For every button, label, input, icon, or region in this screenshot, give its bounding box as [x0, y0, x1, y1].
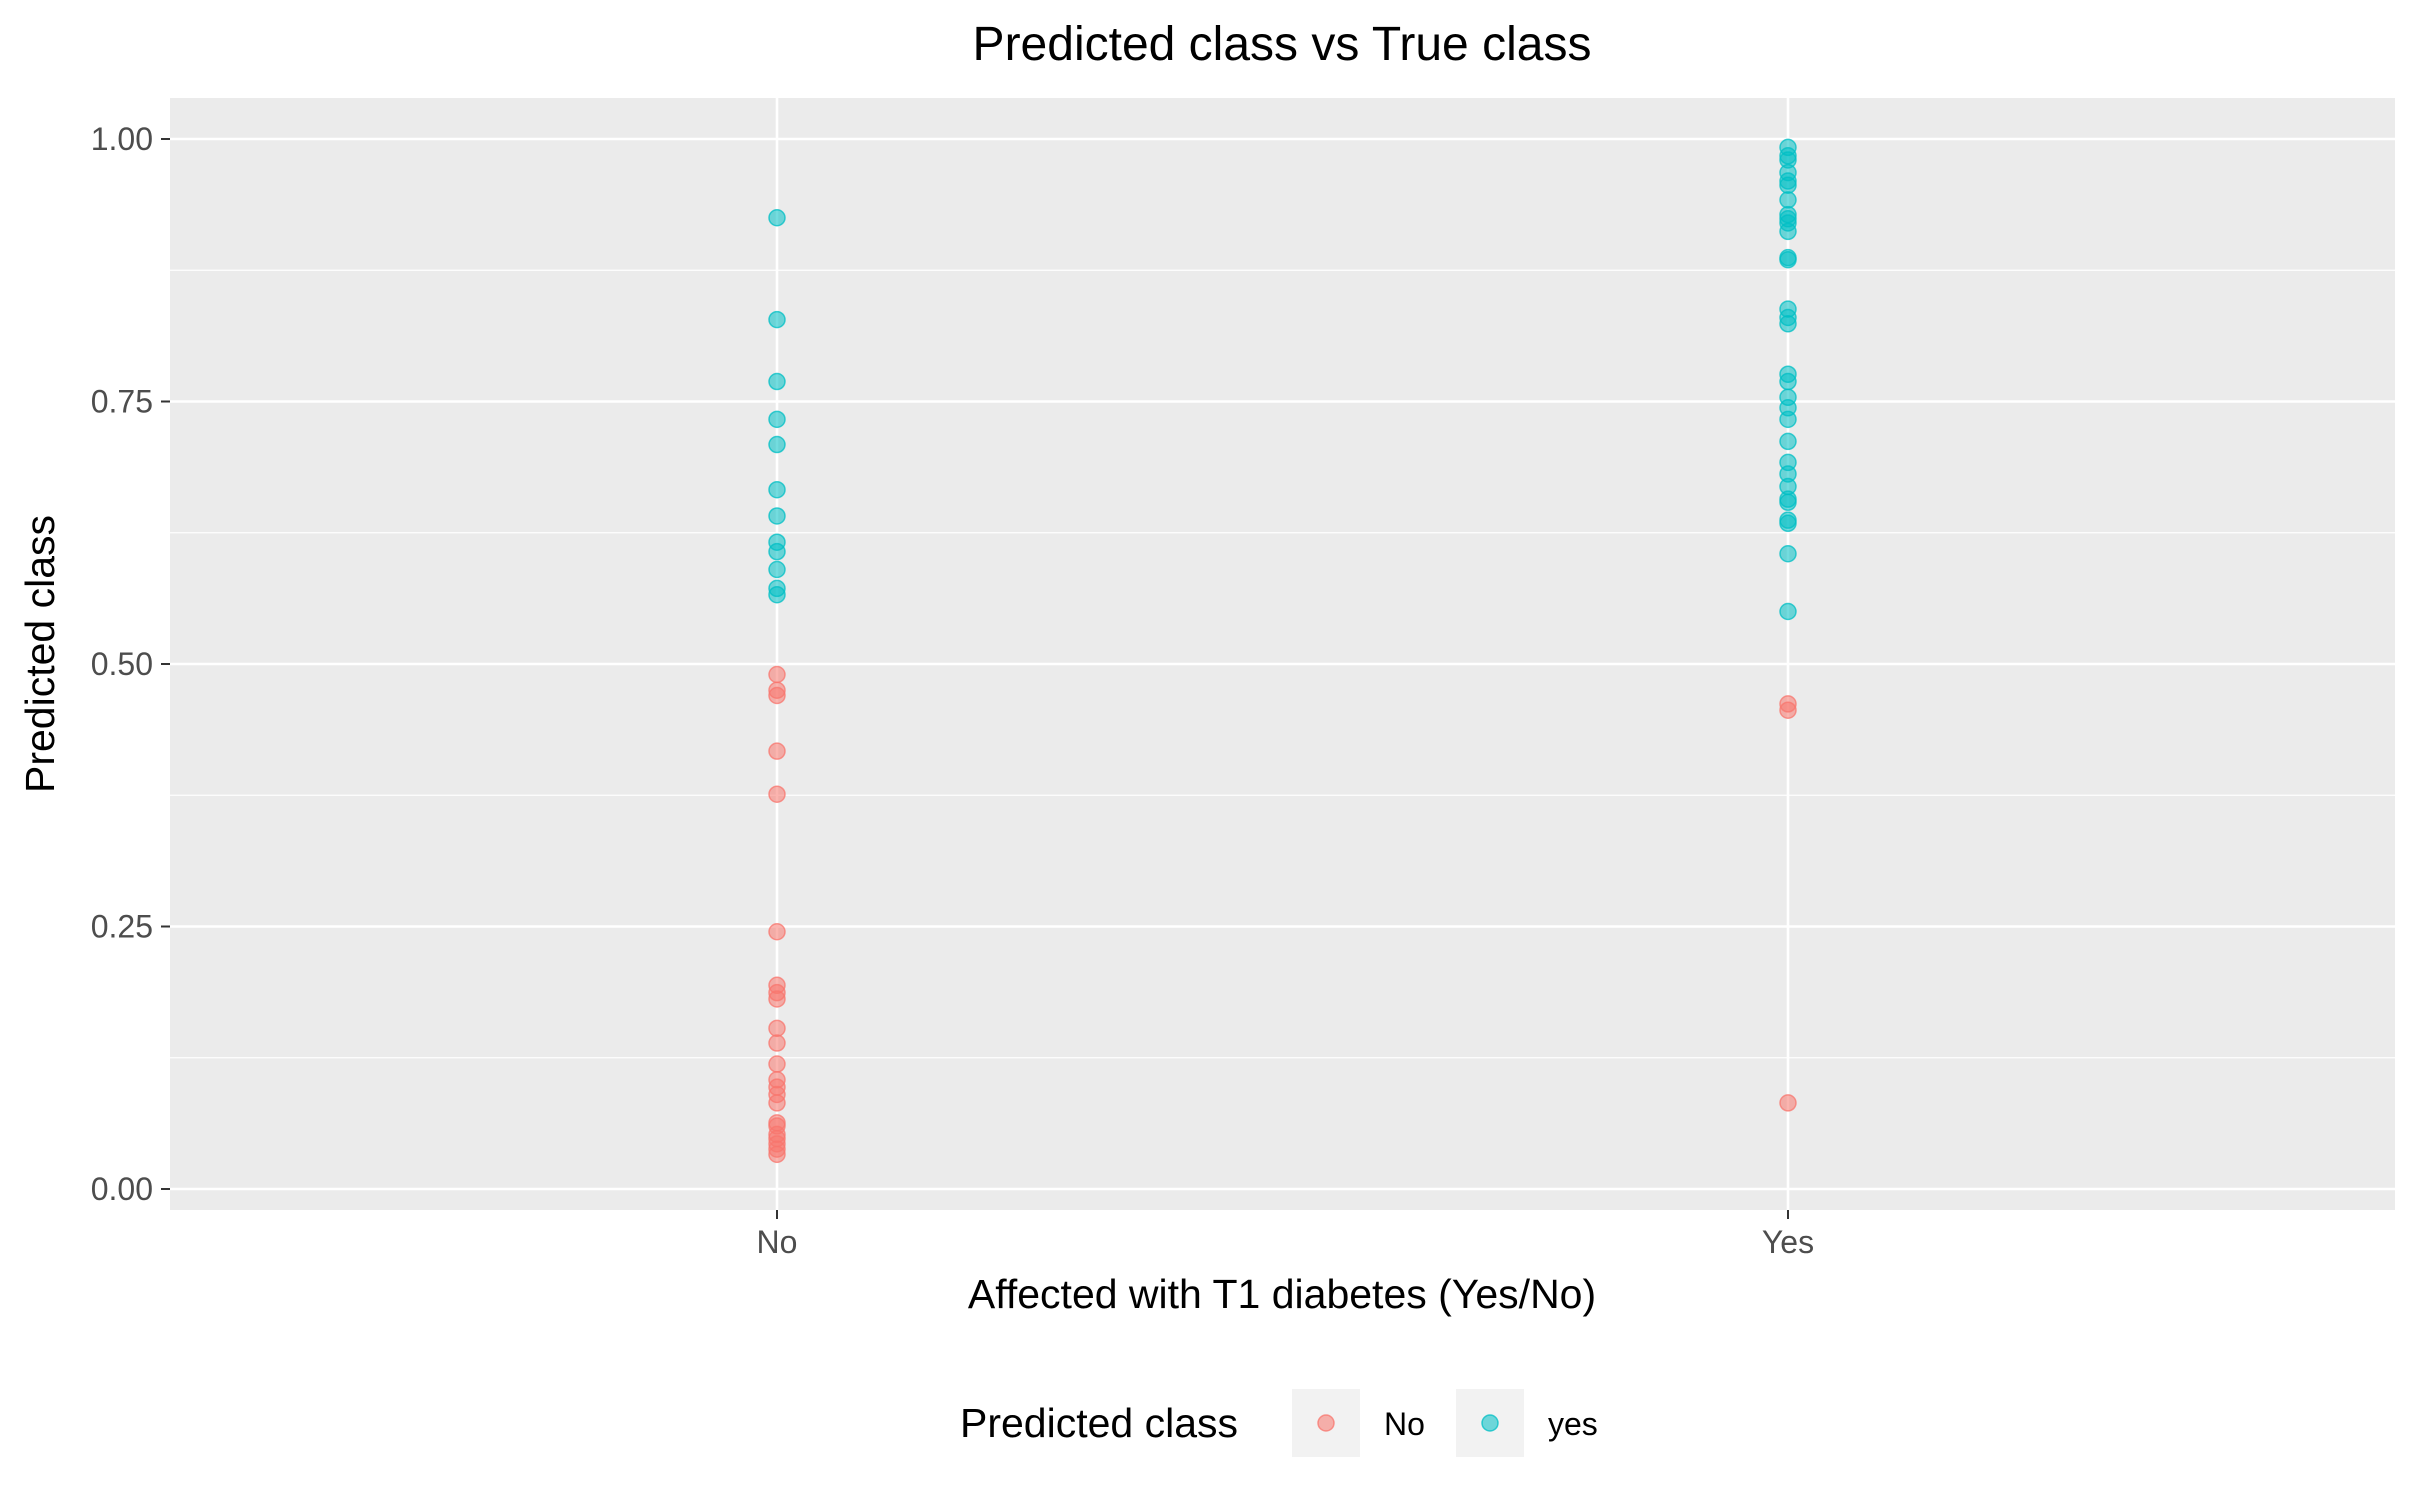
data-point: [768, 209, 786, 227]
data-point: [768, 1094, 786, 1112]
data-point: [1779, 602, 1797, 621]
y-tick-label: 1.00: [91, 121, 153, 157]
data-point: [1779, 191, 1797, 209]
data-point: [1779, 493, 1797, 512]
legend-label-yes: yes: [1548, 1406, 1598, 1442]
x-axis: No Yes: [757, 1210, 1814, 1260]
data-point: [1779, 545, 1797, 563]
x-tick-label: No: [757, 1224, 798, 1260]
data-point: [768, 585, 786, 604]
plot-panel: [170, 98, 2395, 1210]
data-point: [1779, 251, 1797, 269]
y-tick-label: 0.25: [91, 909, 153, 945]
data-point: [1779, 222, 1797, 241]
data-point: [768, 923, 786, 941]
data-point: [768, 990, 786, 1008]
data-point: [768, 560, 786, 579]
data-point: [768, 1034, 786, 1052]
legend: Predicted class No yes: [960, 1389, 1598, 1457]
data-point: [768, 542, 786, 561]
data-point: [1779, 701, 1797, 719]
data-point: [1779, 176, 1797, 194]
data-point: [768, 1055, 786, 1073]
data-point: [1779, 432, 1797, 451]
data-point: [768, 665, 786, 684]
data-point: [768, 742, 786, 760]
data-point: [1779, 315, 1797, 333]
data-point: [1779, 1094, 1797, 1112]
legend-marker-no: [1317, 1414, 1335, 1432]
data-point: [768, 1019, 786, 1038]
y-tick-label: 0.75: [91, 384, 153, 420]
chart-title: Predicted class vs True class: [973, 18, 1592, 71]
data-point: [768, 372, 786, 391]
data-point: [768, 1145, 786, 1164]
data-point: [768, 410, 786, 429]
y-tick-label: 0.00: [91, 1171, 153, 1207]
data-point: [768, 480, 786, 499]
x-tick-label: Yes: [1762, 1224, 1814, 1260]
y-axis: 0.00 0.25 0.50 0.75 1.00: [91, 121, 170, 1207]
data-point: [768, 507, 786, 525]
data-point: [768, 686, 786, 705]
minor-gridlines: [170, 269, 2395, 1059]
legend-marker-yes: [1481, 1414, 1499, 1432]
y-axis-title: Predicted class: [17, 515, 63, 793]
data-point: [768, 785, 786, 803]
data-point: [768, 435, 786, 454]
y-tick-label: 0.50: [91, 646, 153, 682]
legend-title: Predicted class: [960, 1400, 1238, 1446]
legend-label-no: No: [1384, 1406, 1425, 1442]
data-point: [1779, 514, 1797, 533]
data-points: [768, 138, 1797, 1164]
x-axis-title: Affected with T1 diabetes (Yes/No): [968, 1271, 1596, 1317]
data-point: [1779, 372, 1797, 391]
data-point: [1779, 410, 1797, 429]
data-point: [768, 310, 786, 329]
